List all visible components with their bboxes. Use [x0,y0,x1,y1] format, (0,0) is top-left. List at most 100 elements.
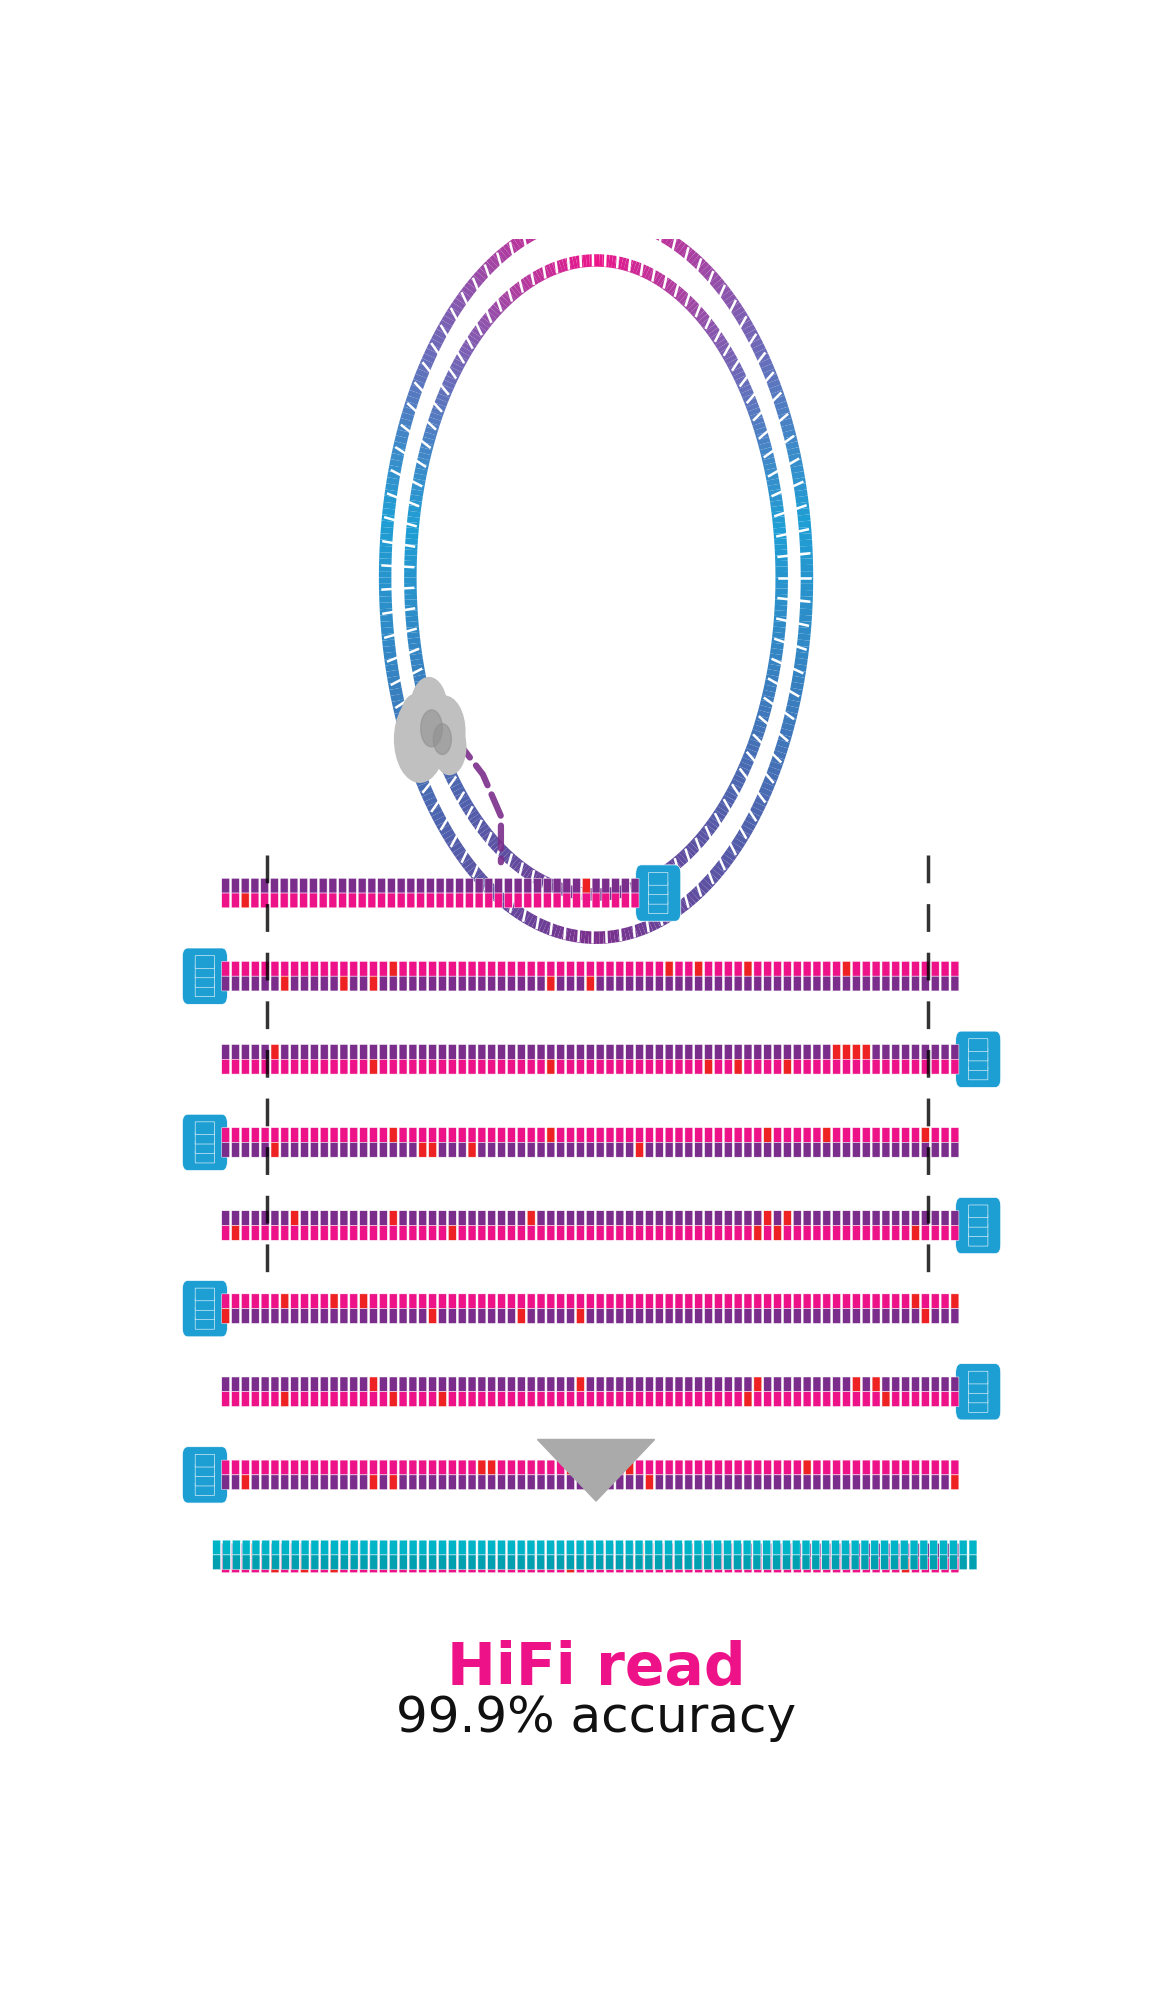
FancyBboxPatch shape [862,1045,870,1059]
FancyBboxPatch shape [465,893,473,909]
FancyBboxPatch shape [851,1554,859,1570]
FancyBboxPatch shape [498,1059,506,1075]
FancyBboxPatch shape [449,1475,456,1491]
FancyBboxPatch shape [685,1143,693,1157]
FancyBboxPatch shape [932,1227,940,1241]
FancyBboxPatch shape [419,961,427,977]
FancyBboxPatch shape [645,1129,654,1143]
FancyBboxPatch shape [636,1393,643,1407]
FancyBboxPatch shape [409,1377,416,1393]
FancyBboxPatch shape [478,1059,486,1075]
FancyBboxPatch shape [921,1475,929,1491]
FancyBboxPatch shape [478,1393,486,1407]
FancyBboxPatch shape [773,961,782,977]
FancyBboxPatch shape [645,1377,654,1393]
FancyBboxPatch shape [429,1045,436,1059]
FancyBboxPatch shape [390,1461,398,1475]
FancyBboxPatch shape [823,1542,830,1558]
FancyBboxPatch shape [675,1129,683,1143]
FancyBboxPatch shape [804,1059,811,1075]
FancyBboxPatch shape [852,1227,861,1241]
FancyBboxPatch shape [597,1461,604,1475]
FancyBboxPatch shape [409,1211,416,1227]
FancyBboxPatch shape [449,1554,456,1570]
FancyBboxPatch shape [478,1542,486,1558]
FancyBboxPatch shape [813,1309,821,1325]
FancyBboxPatch shape [487,1059,495,1075]
FancyBboxPatch shape [636,1377,643,1393]
FancyBboxPatch shape [636,1461,643,1475]
FancyBboxPatch shape [251,1461,259,1475]
FancyBboxPatch shape [407,879,415,893]
FancyBboxPatch shape [547,1227,555,1241]
FancyBboxPatch shape [941,1475,949,1491]
FancyBboxPatch shape [932,1059,940,1075]
FancyBboxPatch shape [527,1558,535,1572]
FancyBboxPatch shape [764,961,771,977]
FancyBboxPatch shape [537,1309,545,1325]
FancyBboxPatch shape [419,1558,427,1572]
FancyBboxPatch shape [901,1542,909,1558]
FancyBboxPatch shape [518,1227,526,1241]
FancyBboxPatch shape [804,1295,811,1309]
FancyBboxPatch shape [262,1227,269,1241]
FancyBboxPatch shape [507,1129,515,1143]
FancyBboxPatch shape [320,1377,328,1393]
FancyBboxPatch shape [793,1475,801,1491]
FancyBboxPatch shape [705,1461,713,1475]
FancyBboxPatch shape [340,1461,348,1475]
FancyBboxPatch shape [655,1227,663,1241]
FancyBboxPatch shape [340,961,348,977]
FancyBboxPatch shape [350,1211,358,1227]
FancyBboxPatch shape [862,1211,870,1227]
FancyBboxPatch shape [645,1045,654,1059]
FancyBboxPatch shape [350,1227,358,1241]
FancyBboxPatch shape [494,879,502,893]
FancyBboxPatch shape [793,1045,801,1059]
FancyBboxPatch shape [616,1309,623,1325]
FancyBboxPatch shape [231,1295,240,1309]
FancyBboxPatch shape [901,1211,909,1227]
FancyBboxPatch shape [213,1540,221,1554]
FancyBboxPatch shape [231,1129,240,1143]
FancyBboxPatch shape [359,1059,368,1075]
FancyBboxPatch shape [754,1059,762,1075]
FancyBboxPatch shape [941,1211,949,1227]
FancyBboxPatch shape [261,879,269,893]
FancyBboxPatch shape [518,1558,526,1572]
FancyBboxPatch shape [370,1554,378,1570]
FancyBboxPatch shape [379,1393,387,1407]
FancyBboxPatch shape [458,1377,466,1393]
FancyBboxPatch shape [655,1295,663,1309]
FancyBboxPatch shape [222,1129,229,1143]
FancyBboxPatch shape [744,1558,752,1572]
FancyBboxPatch shape [311,1211,319,1227]
FancyBboxPatch shape [291,1393,299,1407]
FancyBboxPatch shape [311,1554,319,1570]
FancyBboxPatch shape [675,1475,683,1491]
FancyBboxPatch shape [280,1143,288,1157]
FancyBboxPatch shape [280,1129,288,1143]
FancyBboxPatch shape [901,977,909,991]
FancyBboxPatch shape [566,1558,575,1572]
FancyBboxPatch shape [409,1143,416,1157]
FancyBboxPatch shape [586,1393,594,1407]
FancyBboxPatch shape [368,893,376,909]
FancyBboxPatch shape [606,1295,614,1309]
FancyBboxPatch shape [445,893,454,909]
FancyBboxPatch shape [468,1542,476,1558]
FancyBboxPatch shape [705,1143,713,1157]
FancyBboxPatch shape [882,1475,890,1491]
FancyBboxPatch shape [330,1309,338,1325]
FancyBboxPatch shape [675,1554,683,1570]
FancyBboxPatch shape [419,1377,427,1393]
FancyBboxPatch shape [468,1393,476,1407]
FancyBboxPatch shape [547,1461,555,1475]
FancyBboxPatch shape [586,1554,594,1570]
FancyBboxPatch shape [478,1295,486,1309]
FancyBboxPatch shape [409,1475,416,1491]
FancyBboxPatch shape [262,961,269,977]
FancyBboxPatch shape [892,1393,900,1407]
FancyBboxPatch shape [592,879,600,893]
FancyBboxPatch shape [340,977,348,991]
